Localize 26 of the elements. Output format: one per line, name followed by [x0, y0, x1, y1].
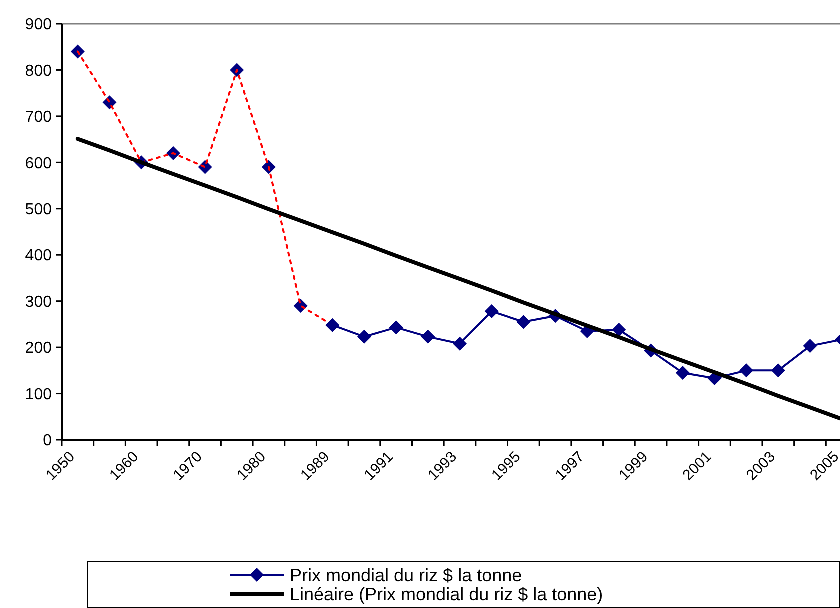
point: [421, 330, 436, 344]
legend-label: Linéaire (Prix mondial du riz $ la tonne): [290, 584, 604, 604]
point: [230, 63, 244, 78]
point: [389, 320, 404, 335]
point: [484, 304, 499, 318]
point: [357, 330, 372, 344]
y-tick-label: 600: [25, 155, 52, 172]
y-tick-label: 400: [25, 248, 52, 265]
y-tick-label: 300: [25, 294, 52, 311]
point: [676, 366, 690, 380]
point: [516, 315, 531, 330]
y-tick-label: 500: [25, 201, 52, 218]
legend-label: Prix mondial du riz $ la tonne: [290, 565, 522, 586]
point: [740, 364, 754, 378]
point: [771, 364, 786, 378]
y-tick-label: 700: [25, 109, 52, 126]
y-tick-label: 800: [25, 62, 52, 80]
y-tick-label: 200: [25, 340, 52, 358]
point: [612, 322, 626, 337]
point: [326, 318, 340, 332]
y-tick-label: 100: [25, 386, 52, 404]
y-tick-label: 0: [43, 432, 52, 450]
point: [70, 44, 85, 59]
point: [803, 339, 818, 354]
point: [453, 336, 467, 351]
y-tick-label: 900: [25, 16, 52, 34]
